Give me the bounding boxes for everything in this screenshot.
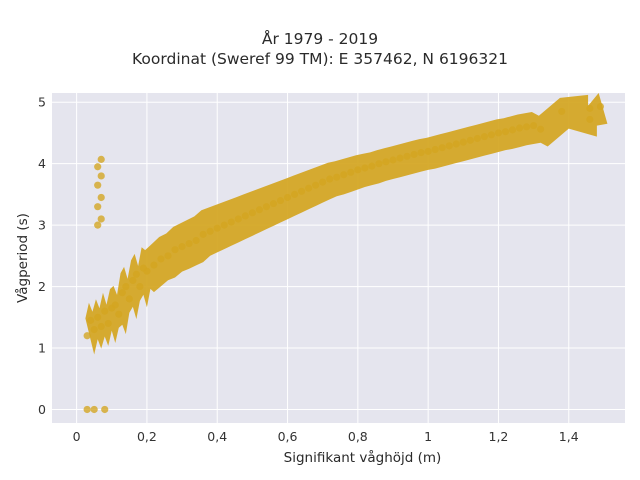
data-point (83, 405, 91, 414)
x-tick-label: 0,4 (207, 429, 227, 444)
x-tick-label: 0,6 (278, 429, 298, 444)
data-point (90, 405, 98, 414)
y-tick-label: 3 (38, 218, 46, 233)
y-tick-label: 0 (38, 402, 46, 417)
chart-title: År 1979 - 2019 (261, 30, 379, 48)
data-point (97, 193, 105, 202)
data-point (94, 203, 102, 211)
y-axis-title: Vågperiod (s) (14, 213, 31, 303)
data-point (94, 221, 102, 229)
data-point (97, 155, 105, 163)
data-point (83, 332, 91, 340)
x-axis-title: Signifikant våghöjd (m) (284, 449, 442, 466)
chart-subtitle: Koordinat (Sweref 99 TM): E 357462, N 61… (132, 50, 508, 68)
x-tick-label: 0,8 (348, 429, 368, 444)
data-point-cloud (85, 93, 608, 355)
data-point (97, 215, 105, 223)
y-tick-label: 2 (38, 279, 46, 294)
x-tick-label: 1,4 (559, 429, 579, 444)
x-tick-label: 1 (424, 429, 432, 444)
y-tick-label: 1 (38, 341, 46, 356)
x-tick-label: 0 (73, 429, 81, 444)
data-point (94, 181, 102, 189)
data-point (101, 405, 109, 414)
data-point (97, 172, 105, 180)
y-tick-label: 5 (38, 95, 46, 110)
data-point (94, 163, 102, 171)
x-tick-label: 1,2 (489, 429, 509, 444)
y-tick-label: 4 (38, 156, 46, 171)
x-tick-label: 0,2 (137, 429, 157, 444)
